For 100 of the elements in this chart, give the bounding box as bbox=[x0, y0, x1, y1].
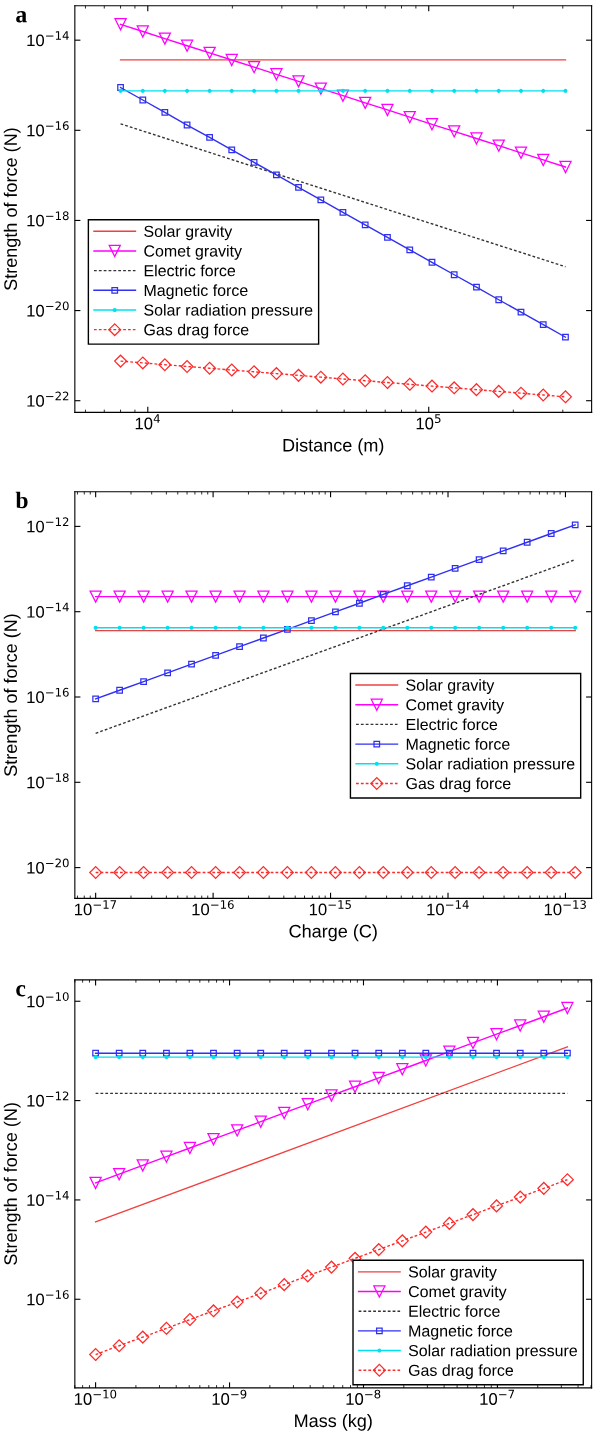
chart-title: c bbox=[16, 985, 26, 997]
point bbox=[385, 88, 390, 93]
point bbox=[407, 88, 412, 93]
x-tick-label: 10$^{5}$ bbox=[416, 414, 441, 430]
point bbox=[424, 865, 438, 879]
point bbox=[561, 1001, 574, 1015]
point bbox=[112, 1339, 126, 1353]
point bbox=[328, 1049, 335, 1057]
point bbox=[466, 1208, 480, 1222]
point bbox=[233, 1049, 241, 1057]
point bbox=[230, 1124, 244, 1137]
point bbox=[116, 686, 124, 694]
point bbox=[497, 590, 510, 603]
point bbox=[185, 590, 198, 603]
x-axis-title: Charge (C) bbox=[289, 924, 377, 942]
point bbox=[560, 1173, 574, 1187]
point bbox=[401, 590, 414, 603]
point bbox=[180, 359, 194, 373]
y-axis-title: Strength of force (N) bbox=[3, 614, 21, 776]
point bbox=[183, 1313, 197, 1327]
point bbox=[270, 68, 283, 81]
point bbox=[250, 159, 258, 166]
point bbox=[206, 134, 214, 141]
point bbox=[332, 608, 339, 616]
point bbox=[447, 1055, 452, 1060]
point bbox=[305, 1055, 310, 1060]
point bbox=[89, 1348, 103, 1362]
legend-label: Electric force bbox=[406, 718, 498, 731]
y-tick-label: 10$^{−22}$ bbox=[27, 391, 69, 407]
point bbox=[496, 88, 501, 93]
point bbox=[469, 383, 484, 397]
x-axis-title: Mass (kg) bbox=[295, 1413, 372, 1431]
point bbox=[329, 1055, 334, 1060]
point bbox=[477, 625, 482, 630]
point bbox=[472, 865, 486, 879]
point bbox=[403, 110, 416, 124]
point bbox=[269, 367, 283, 381]
point bbox=[475, 556, 483, 564]
legend-label: Solar gravity bbox=[408, 1265, 497, 1281]
point bbox=[395, 1234, 409, 1248]
legend-label: Electric force bbox=[409, 1305, 500, 1317]
point bbox=[540, 1049, 548, 1057]
point bbox=[470, 132, 483, 145]
y-axis-title: Strength of force (N) bbox=[3, 128, 21, 291]
point bbox=[228, 146, 236, 154]
point bbox=[230, 1295, 244, 1309]
point bbox=[325, 1089, 338, 1102]
point bbox=[258, 1055, 263, 1060]
point bbox=[252, 88, 257, 93]
point bbox=[114, 18, 127, 31]
point bbox=[453, 625, 458, 630]
point bbox=[514, 1019, 527, 1032]
point bbox=[353, 590, 366, 603]
y-tick-label: 10$^{−14}$ bbox=[27, 602, 69, 618]
point bbox=[549, 625, 554, 630]
point bbox=[513, 1190, 527, 1204]
point bbox=[309, 625, 314, 630]
point bbox=[451, 564, 459, 572]
point bbox=[348, 1080, 362, 1093]
point bbox=[381, 103, 394, 117]
point bbox=[541, 88, 546, 93]
point bbox=[247, 365, 261, 379]
y-tick-label: 10$^{−14}$ bbox=[27, 1190, 69, 1207]
point bbox=[563, 1049, 571, 1057]
point bbox=[229, 88, 234, 93]
point bbox=[308, 617, 315, 624]
point bbox=[136, 1159, 149, 1172]
point bbox=[358, 374, 372, 388]
point bbox=[568, 865, 582, 879]
point bbox=[115, 1049, 123, 1057]
y-tick-label: 10$^{−14}$ bbox=[27, 31, 69, 47]
point bbox=[225, 363, 239, 377]
point bbox=[339, 208, 347, 216]
legend-label: Comet gravity bbox=[144, 244, 242, 260]
point bbox=[139, 96, 147, 104]
point bbox=[472, 590, 486, 603]
point bbox=[537, 1181, 551, 1195]
point bbox=[405, 625, 410, 630]
point bbox=[257, 590, 270, 603]
point bbox=[425, 379, 439, 393]
point bbox=[352, 865, 366, 879]
point bbox=[207, 1133, 220, 1146]
point bbox=[375, 1049, 383, 1057]
point bbox=[448, 590, 462, 603]
y-tick-label: 10$^{−20}$ bbox=[27, 858, 69, 874]
point bbox=[292, 368, 306, 382]
point bbox=[164, 669, 172, 677]
point bbox=[164, 1055, 169, 1060]
point bbox=[473, 283, 480, 291]
point bbox=[520, 590, 534, 603]
point bbox=[257, 1049, 265, 1057]
point bbox=[493, 1049, 500, 1057]
point bbox=[377, 590, 390, 603]
point bbox=[490, 1199, 504, 1213]
point bbox=[209, 865, 223, 879]
point bbox=[340, 88, 345, 93]
y-tick-label: 10$^{−16}$ bbox=[27, 687, 69, 704]
point bbox=[183, 121, 191, 129]
legend-label: Magnetic force bbox=[406, 738, 510, 753]
point bbox=[518, 1055, 523, 1060]
